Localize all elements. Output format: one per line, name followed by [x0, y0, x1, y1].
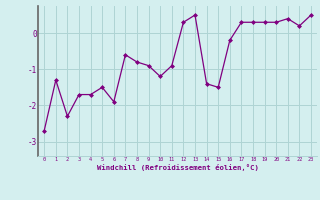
X-axis label: Windchill (Refroidissement éolien,°C): Windchill (Refroidissement éolien,°C)	[97, 164, 259, 171]
